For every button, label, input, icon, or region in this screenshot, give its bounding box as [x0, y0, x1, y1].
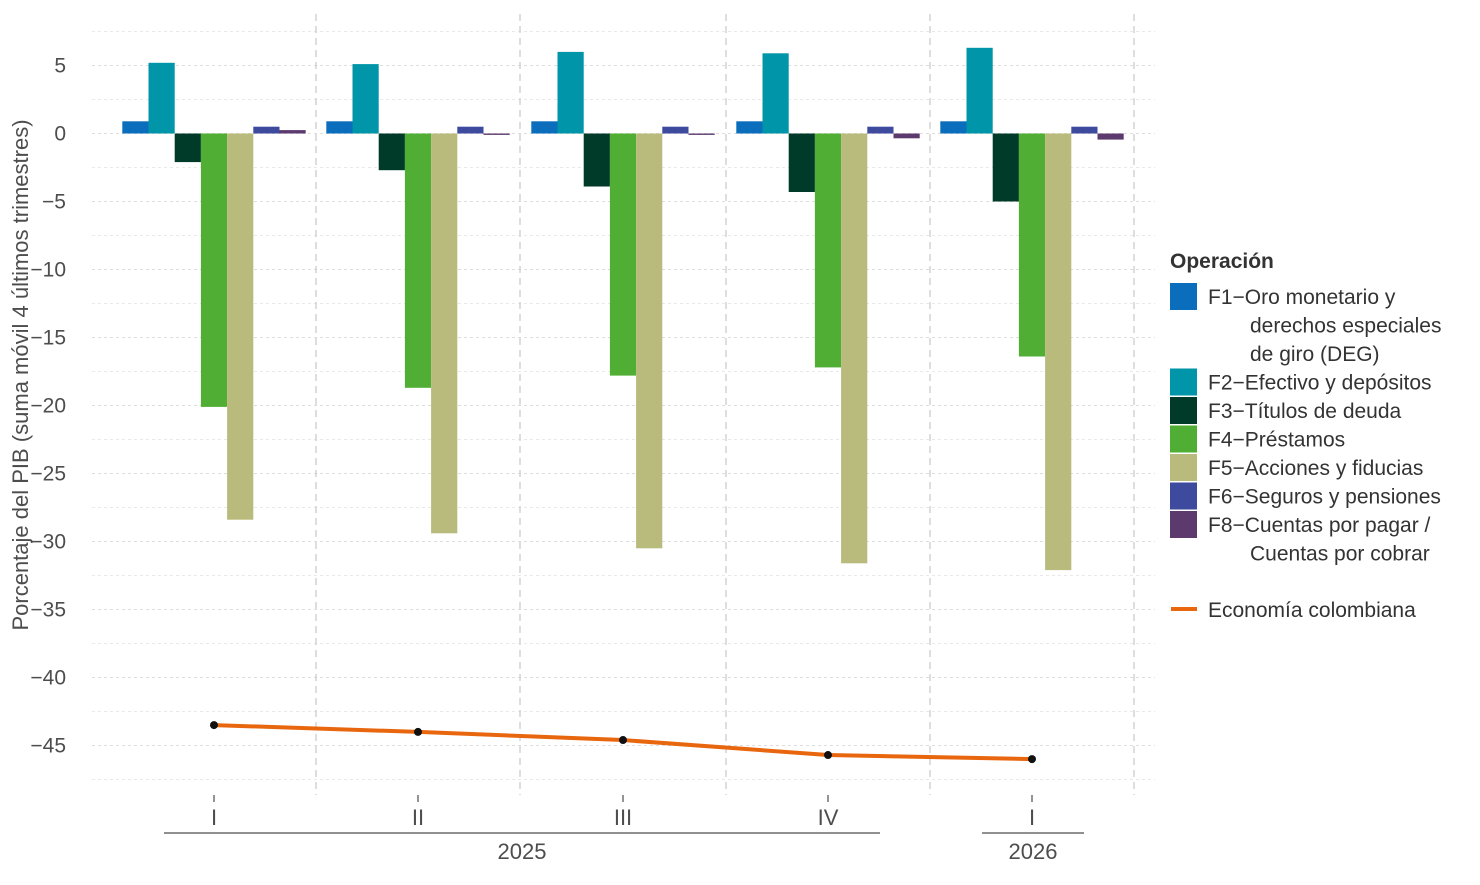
axis-layer: 50−5−10−15−20−25−30−35−40−45I II III IV I202… [30, 55, 1084, 864]
bar [1018, 133, 1046, 357]
bar [457, 126, 484, 134]
y-axis-title: Porcentaje del PIB (suma móvil 4 últimos… [8, 119, 33, 630]
year-label: 2025 [498, 839, 547, 864]
bar [867, 126, 894, 134]
y-tick-label: −25 [30, 463, 66, 486]
line-point [824, 751, 832, 760]
bar [122, 121, 149, 134]
bar [557, 51, 584, 134]
x-tick-label: IV [818, 805, 839, 830]
line-point [210, 721, 218, 730]
bar [279, 130, 306, 134]
y-tick-label: −35 [30, 599, 66, 622]
y-tick-label: −10 [30, 259, 66, 282]
y-tick-label: −5 [42, 191, 66, 214]
legend-label: F5−Acciones y fiducias [1208, 457, 1423, 480]
bar [148, 62, 175, 134]
bar [1071, 126, 1098, 134]
bar [966, 47, 993, 134]
legend-label: de giro (DEG) [1250, 343, 1380, 366]
legend-swatch [1170, 283, 1197, 310]
x-tick-label: III [614, 805, 632, 830]
y-tick-label: −45 [30, 735, 66, 758]
legend-swatch [1170, 511, 1197, 538]
line-point [619, 736, 627, 745]
year-label: 2026 [1009, 839, 1058, 864]
legend-title: Operación [1170, 250, 1274, 273]
x-tick-label: II [412, 805, 424, 830]
bar [762, 53, 789, 134]
y-tick-label: −30 [30, 531, 66, 554]
bar [326, 121, 353, 134]
bar [814, 133, 842, 368]
group-separators [315, 14, 1135, 795]
legend-label: Economía colombiana [1208, 599, 1416, 622]
y-tick-label: 5 [54, 55, 66, 78]
bar [1097, 133, 1124, 140]
legend-swatch [1170, 397, 1197, 424]
bar [583, 133, 610, 187]
legend-swatch [1170, 454, 1197, 481]
y-tick-label: −40 [30, 667, 66, 690]
bar [404, 133, 432, 388]
bar [1045, 133, 1072, 571]
legend: Operación F1−Oro monetario y derechos espe… [1170, 250, 1441, 622]
bar [736, 121, 763, 134]
legend-label: F2−Efectivo y depósitos [1208, 372, 1432, 395]
legend-label: Cuentas por cobrar [1250, 543, 1430, 566]
bar [253, 126, 280, 134]
bar [483, 133, 510, 135]
line-layer [210, 721, 1036, 764]
legend-swatch [1170, 482, 1197, 510]
legend-label: F1−Oro monetario y [1208, 286, 1396, 309]
bar [940, 121, 967, 134]
bar [431, 133, 458, 534]
bar [788, 133, 815, 192]
legend-label: F6−Seguros y pensiones [1208, 486, 1441, 509]
legend-label: F8−Cuentas por pagar / [1208, 514, 1431, 537]
bar [352, 64, 379, 134]
legend-label: derechos especiales [1250, 315, 1441, 338]
bar [531, 121, 558, 134]
legend-swatch [1170, 368, 1197, 396]
bar [893, 133, 920, 139]
bar [662, 126, 689, 134]
y-tick-label: 0 [54, 123, 66, 146]
legend-swatch [1170, 425, 1197, 453]
x-tick-label: I [211, 805, 217, 830]
bar [174, 133, 201, 163]
line-point [1028, 755, 1036, 764]
x-tick-label: I [1029, 805, 1035, 830]
bar [227, 133, 254, 520]
bar [688, 133, 715, 135]
bar [609, 133, 637, 376]
bar [200, 133, 228, 407]
bar [992, 133, 1019, 202]
bars-layer [122, 47, 1124, 571]
bar [636, 133, 663, 549]
bar [841, 133, 868, 564]
bar [378, 133, 405, 171]
y-tick-label: −15 [30, 327, 66, 350]
legend-label: F3−Títulos de deuda [1208, 400, 1402, 423]
legend-label: F4−Préstamos [1208, 429, 1345, 452]
y-tick-label: −20 [30, 395, 66, 418]
line-point [414, 727, 422, 736]
